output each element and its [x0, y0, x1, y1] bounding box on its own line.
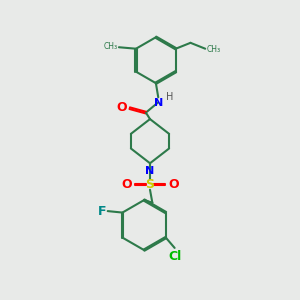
Text: O: O: [121, 178, 132, 191]
Text: CH₃: CH₃: [206, 44, 220, 53]
Text: N: N: [154, 98, 163, 108]
Text: S: S: [146, 178, 154, 191]
Text: F: F: [98, 205, 106, 218]
Text: N: N: [146, 166, 154, 176]
Text: CH₃: CH₃: [103, 42, 118, 51]
Text: Cl: Cl: [169, 250, 182, 263]
Text: H: H: [167, 92, 174, 102]
Text: O: O: [116, 101, 127, 114]
Text: O: O: [168, 178, 179, 191]
